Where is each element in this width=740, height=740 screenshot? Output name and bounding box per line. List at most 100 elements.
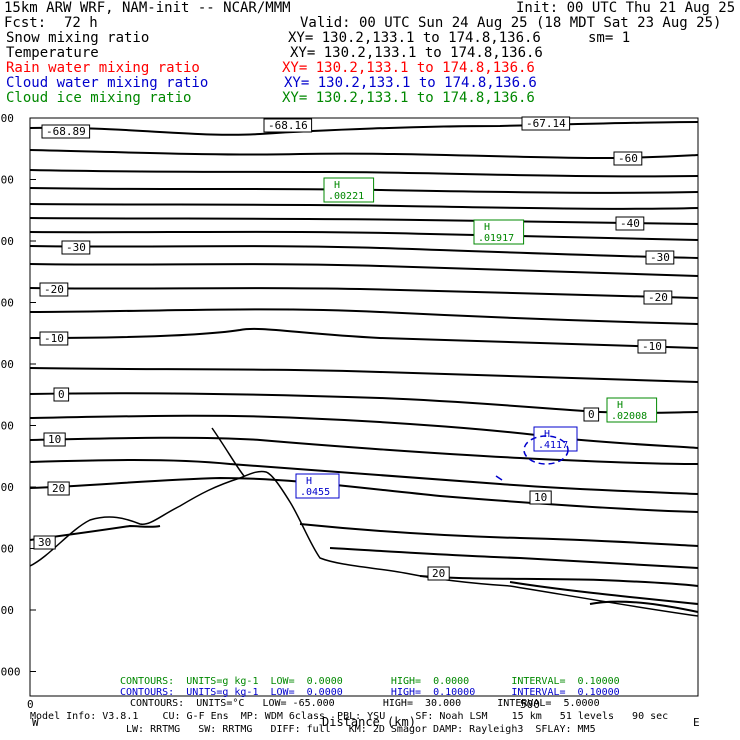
high-marker-value: .01917 [478,233,514,244]
temperature-contour [29,287,699,299]
y-tick-label-600: 600 [0,420,14,433]
contour-label-box [39,282,69,297]
contour-label: -40 [615,216,645,231]
contour-label-box [47,481,70,496]
contour-label-box [53,387,70,402]
temperature-contour [29,476,699,513]
temperature-contours [29,121,699,613]
field-xy-rain: XY= 130.2,133.1 to 174.8,136.6 [282,60,535,76]
y-tick-label-1000: 1000 [0,666,21,679]
contour-label-text: 20 [432,567,445,580]
y-tick-label-500: 500 [0,358,14,371]
contour-label-text: -40 [620,217,640,230]
contour-label-text: -68.16 [268,119,308,132]
temperature-contour [29,308,699,325]
field-name-cloud-water: Cloud water mixing ratio [6,75,209,91]
contour-label: 0 [53,387,70,402]
contour-label: 20 [47,481,70,496]
contour-label-box [615,216,645,231]
contour-label-box [61,240,91,255]
high-marker-label: H [544,429,550,440]
field-xy-cloud-water: XY= 130.2,133.1 to 174.8,136.6 [284,75,537,91]
contour-info-ice: CONTOURS: UNITS=g kg-1 LOW= 0.0000 HIGH=… [120,676,620,687]
high-marker-box [606,397,658,423]
high-marker-value: .4117 [538,440,568,451]
y-tick-label-400: 400 [0,297,14,310]
contour-label: -20 [39,282,69,297]
contour-label: 0 [583,407,600,422]
model-title: 15km ARW WRF, NAM-init -- NCAR/MMM [4,0,291,16]
field-xy-temperature: XY= 130.2,133.1 to 174.8,136.6 [290,45,543,61]
contour-label-text: -60 [618,152,638,165]
contour-label: 20 [427,566,450,581]
y-tick-label-800: 800 [0,543,14,556]
y-tick-label-700: 700 [0,481,14,494]
high-marker: H.00221 [323,177,375,203]
terrain-ridge-line [211,427,245,477]
field-xy-cloud-ice: XY= 130.2,133.1 to 174.8,136.6 [282,90,535,106]
temperature-contour [29,245,699,259]
contour-label-text: -67.14 [526,117,566,130]
contour-label: -68.16 [263,118,313,133]
contour-label-box [637,339,667,354]
contour-label: -67.14 [521,116,571,131]
x-axis-label: Distance (km) [322,715,416,729]
contour-label-text: 0 [58,388,65,401]
temperature-contour [29,327,699,349]
east-mark: E [693,716,700,729]
contour-label-box [613,151,643,166]
high-marker-value: .00221 [328,191,364,202]
contour-label-text: -20 [648,291,668,304]
contour-label-box [643,290,673,305]
axis-tick-labels: 10020030040050060070080090010000500 [0,112,540,711]
temperature-contour [29,230,699,241]
contour-label-box [583,407,600,422]
contour-label-text: 20 [52,482,65,495]
contour-label-box [43,432,66,447]
contour-label: -10 [39,331,69,346]
field-smoothing: sm= 1 [588,30,631,46]
init-time: Init: 00 UTC Thu 21 Aug 25 [516,0,736,16]
contour-label-box [645,250,675,265]
contour-label-text: -68.89 [46,125,86,138]
field-xy-snow: XY= 130.2,133.1 to 174.8,136.6 [288,30,541,46]
cloud-water-contour [523,435,569,465]
contour-label-box [33,535,56,550]
x-tick-label-500: 500 [520,698,540,711]
high-marker-label: H [484,222,490,233]
high-marker: H.01917 [473,219,525,245]
model-info-line-2: LW: RRTMG SW: RRTMG DIFF: full KM: 2D Sm… [126,724,596,735]
temperature-contour [419,575,699,587]
valid-time: Valid: 00 UTC Sun 24 Aug 25 (18 MDT Sat … [300,15,722,31]
contour-label: -30 [645,250,675,265]
contour-label-text: 10 [48,433,61,446]
high-marker-box [295,473,340,499]
tick-marks [30,117,36,672]
y-tick-label-300: 300 [0,235,14,248]
contour-info-temperature: CONTOURS: UNITS=°C LOW= -65.000 HIGH= 30… [130,698,600,709]
temperature-contour [29,203,699,210]
high-marker-box [533,426,578,452]
contour-labels: -68.89 -68.16 -67.14 -60 -40 -30 -30 -20 -20 -10 -… [33,116,675,581]
contour-label: -60 [613,151,643,166]
high-marker-box [323,177,375,203]
contour-label: 10 [529,490,552,505]
west-mark: W [32,716,39,729]
contour-label-text: -30 [66,241,86,254]
contour-label: -30 [61,240,91,255]
temperature-contour [589,600,699,613]
terrain-outline [29,427,699,617]
temperature-contour [29,263,699,277]
temperature-contour [29,169,699,178]
contour-label-text: 10 [534,491,547,504]
temperature-contour [329,547,699,569]
contour-label-text: 30 [38,536,51,549]
contour-label: 30 [33,535,56,550]
temperature-contour [29,149,699,160]
model-info-line-1: Model Info: V3.8.1 CU: G-F Ens MP: WDM 6… [30,711,669,722]
contour-info-cloud-water: CONTOURS: UNITS=g kg-1 LOW= 0.0000 HIGH=… [120,687,620,698]
contour-label-box [427,566,450,581]
field-name-cloud-ice: Cloud ice mixing ratio [6,90,192,106]
